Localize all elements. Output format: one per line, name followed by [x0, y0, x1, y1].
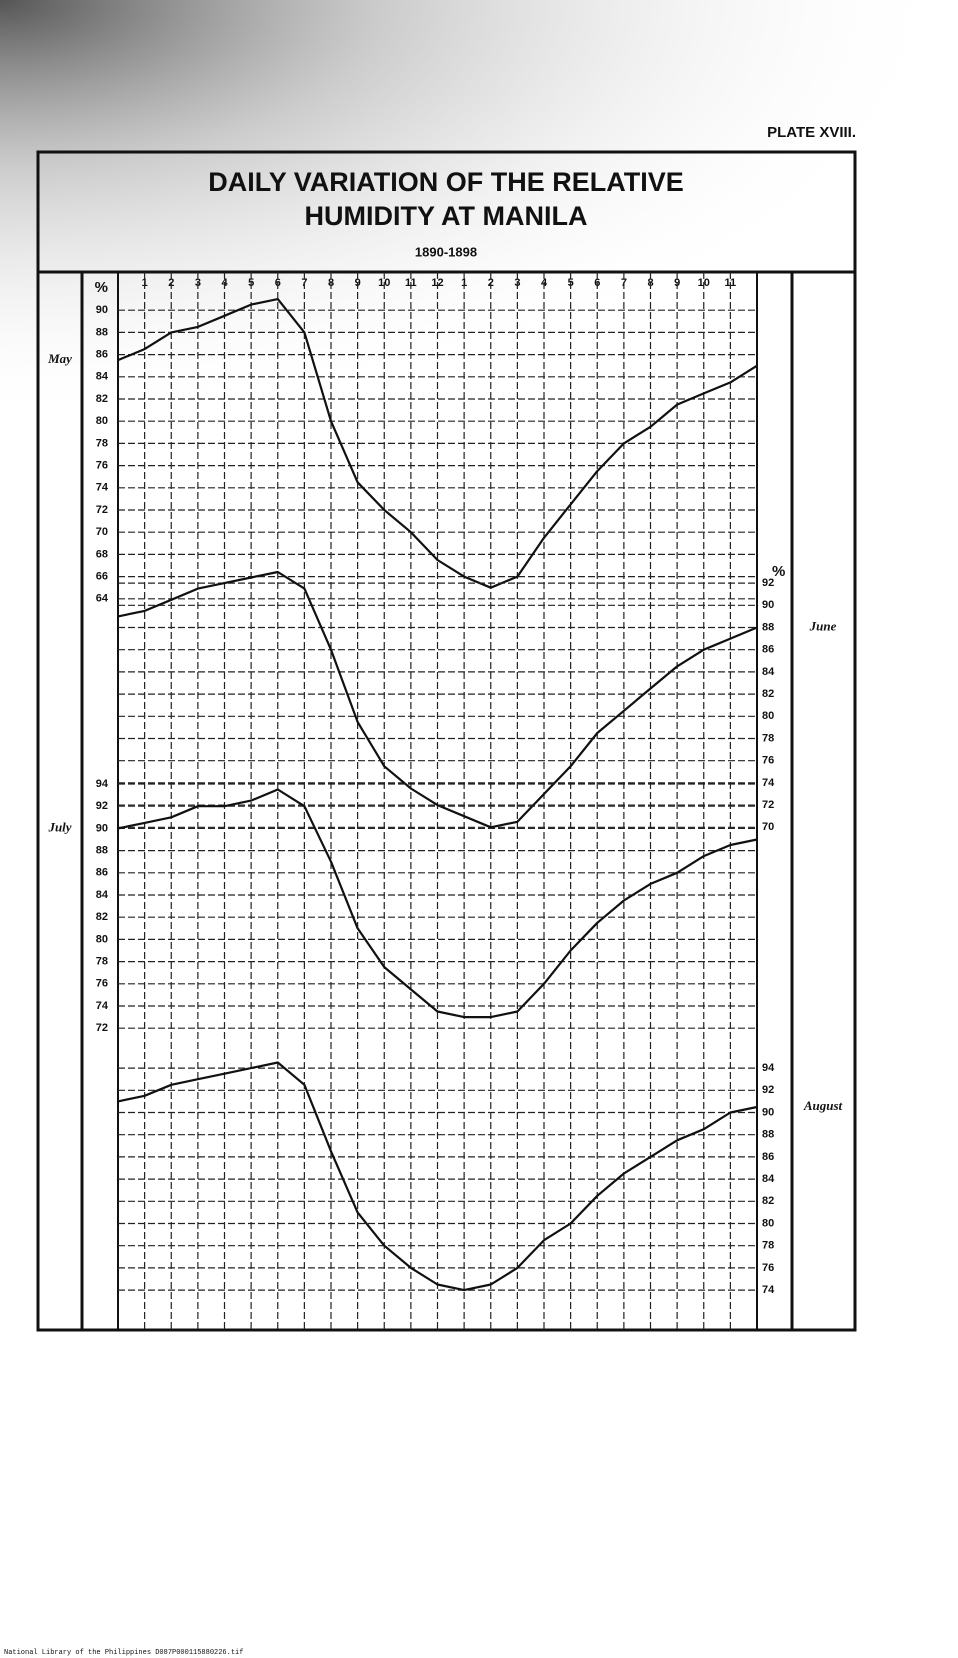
- y-tick-label: 66: [96, 571, 108, 583]
- y-tick-label: 80: [96, 933, 108, 945]
- y-tick-label: 86: [762, 644, 774, 656]
- y-axis-label: %: [95, 279, 108, 296]
- y-tick-label: 92: [762, 1084, 774, 1096]
- y-tick-label: 80: [762, 1217, 774, 1229]
- footer: National Library of the Philippines D087…: [4, 1649, 243, 1657]
- y-tick-label: 76: [762, 755, 774, 767]
- y-tick-label: 86: [96, 867, 108, 879]
- humidity-curve: [117, 570, 758, 829]
- y-tick-label: 90: [96, 304, 108, 316]
- humidity-curve: [117, 298, 758, 589]
- y-tick-label: 90: [762, 1106, 774, 1118]
- y-tick-label: 82: [762, 1195, 774, 1207]
- y-tick-label: 68: [96, 548, 108, 560]
- y-tick-label: 80: [96, 415, 108, 427]
- scan-shadow: [0, 0, 958, 420]
- y-tick-label: 78: [96, 437, 108, 449]
- y-tick-label: 88: [762, 1129, 774, 1141]
- y-tick-label: 84: [762, 666, 775, 678]
- y-tick-label: 92: [96, 800, 108, 812]
- y-tick-label: 64: [96, 593, 109, 605]
- y-tick-label: 72: [96, 1022, 108, 1034]
- y-tick-label: 90: [762, 599, 774, 611]
- y-tick-label: 84: [96, 371, 109, 383]
- y-axis-label: %: [772, 563, 785, 580]
- y-tick-label: 82: [96, 911, 108, 923]
- y-tick-label: 88: [96, 326, 108, 338]
- y-tick-label: 72: [96, 504, 108, 516]
- y-tick-label: 88: [96, 845, 108, 857]
- month-label: July: [47, 819, 71, 834]
- frame: [36, 150, 857, 1332]
- y-tick-label: 72: [762, 799, 774, 811]
- month-label: June: [809, 618, 837, 633]
- title-line: HUMIDITY AT MANILA: [305, 201, 588, 231]
- y-tick-label: 70: [96, 526, 108, 538]
- y-tick-label: 84: [96, 889, 109, 901]
- y-tick-label: 86: [96, 349, 108, 361]
- y-tick-label: 94: [762, 1062, 775, 1074]
- y-tick-label: 80: [762, 710, 774, 722]
- humidity-curve: [117, 1061, 758, 1292]
- y-tick-label: 74: [96, 482, 109, 494]
- y-tick-label: 76: [96, 978, 108, 990]
- y-tick-label: 70: [762, 821, 774, 833]
- month-label: August: [803, 1098, 843, 1113]
- month-label: May: [47, 351, 72, 366]
- y-tick-label: 76: [96, 460, 108, 472]
- y-tick-label: 74: [96, 1000, 109, 1012]
- title-line: DAILY VARIATION OF THE RELATIVE: [208, 167, 684, 197]
- y-tick-label: 82: [762, 688, 774, 700]
- y-tick-label: 74: [762, 777, 775, 789]
- y-tick-label: 82: [96, 393, 108, 405]
- subtitle: 1890-1898: [415, 244, 477, 259]
- y-tick-label: 76: [762, 1262, 774, 1274]
- y-tick-label: 74: [762, 1284, 775, 1296]
- y-tick-label: 94: [96, 778, 109, 790]
- y-tick-label: 78: [96, 956, 108, 968]
- y-tick-label: 88: [762, 621, 774, 633]
- y-tick-label: 84: [762, 1173, 775, 1185]
- y-tick-label: 78: [762, 1240, 774, 1252]
- plate-label: PLATE XVIII.: [767, 124, 856, 141]
- y-tick-label: 92: [762, 577, 774, 589]
- y-tick-label: 78: [762, 732, 774, 744]
- y-tick-label: 86: [762, 1151, 774, 1163]
- humidity-curve: [117, 788, 758, 1019]
- y-tick-label: 90: [96, 822, 108, 834]
